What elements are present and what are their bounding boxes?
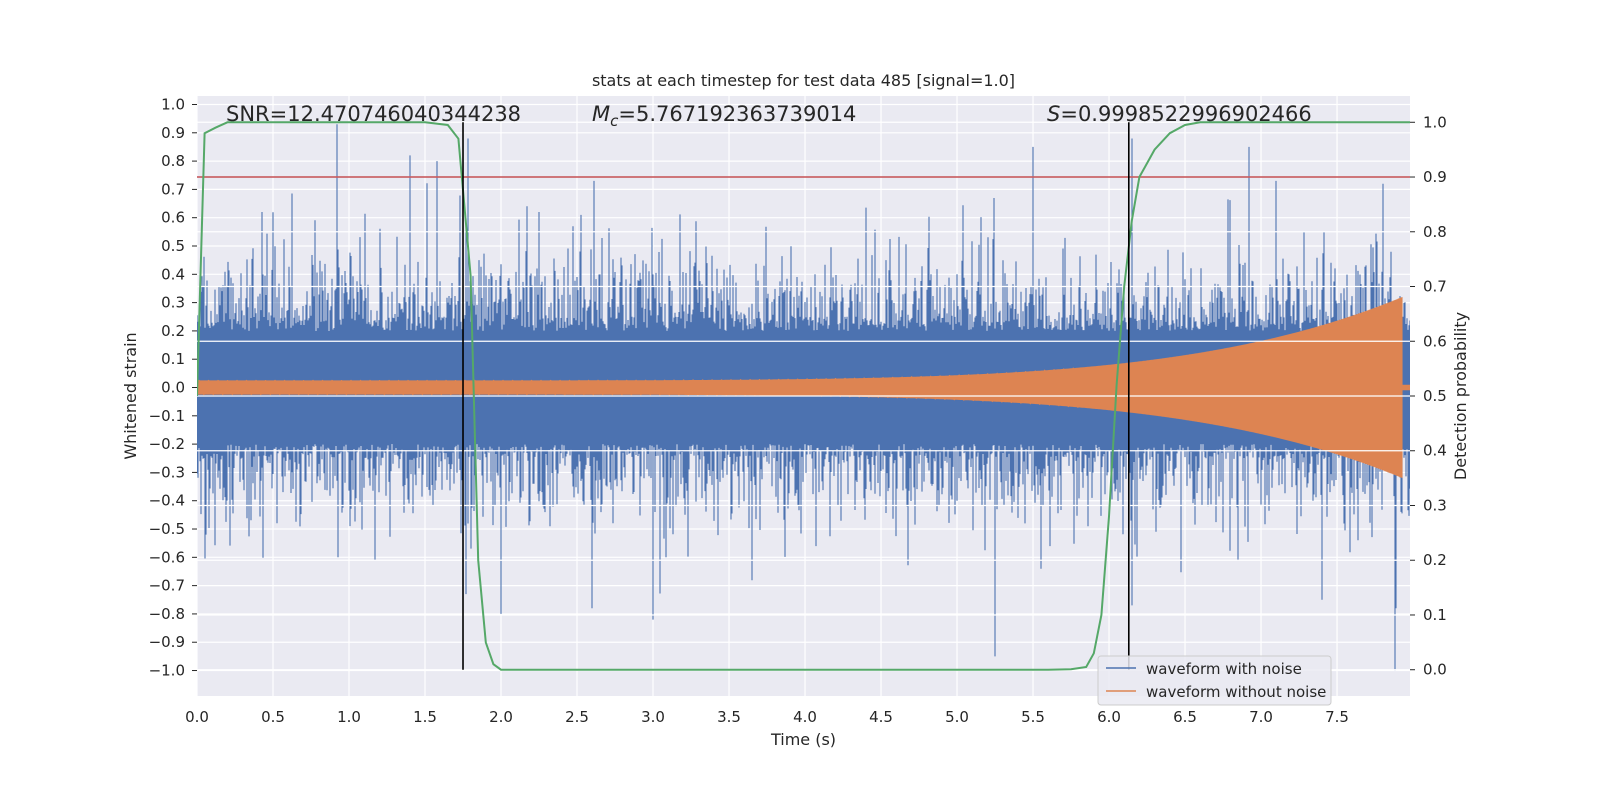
legend: waveform with noise waveform without noi…: [1097, 655, 1332, 706]
chirp-mass-symbol: M: [592, 102, 610, 126]
x-axis-label: Time (s): [770, 730, 836, 749]
y-tick-label: 0.9: [161, 124, 185, 142]
x-tick-label: 6.0: [1097, 708, 1121, 726]
y2-tick-label: 0.8: [1423, 223, 1447, 241]
x-tick-label: 7.0: [1249, 708, 1273, 726]
y-tick-label: −0.6: [149, 548, 185, 566]
overlay-layer: [197, 121, 1410, 671]
y-tick-label: −0.3: [149, 463, 185, 481]
series-waveform-without-noise: [197, 297, 1410, 478]
chart-title: stats at each timestep for test data 485…: [592, 71, 1015, 90]
y2-tick-label: 0.2: [1423, 551, 1447, 569]
y-axis-left-ticks: 1.0 0.9 0.8 0.7 0.6 0.5 0.4 0.3 0.2 0.1 0.0 −0.1 −0.…: [149, 95, 197, 680]
y-tick-label: 0.7: [161, 180, 185, 198]
y2-tick-label: 0.3: [1423, 496, 1447, 514]
statistic-symbol: S: [1047, 102, 1060, 126]
x-tick-label: 3.0: [641, 708, 665, 726]
y-axis-right-ticks: 1.0 0.9 0.8 0.7 0.6 0.5 0.4 0.3 0.2 0.1 0.0: [1410, 113, 1447, 679]
y-tick-label: −0.5: [149, 520, 185, 538]
y-tick-label: −0.8: [149, 605, 185, 623]
y-tick-label: −0.2: [149, 435, 185, 453]
y2-tick-label: 0.4: [1423, 442, 1447, 460]
y2-tick-label: 0.1: [1423, 606, 1447, 624]
x-tick-label: 7.5: [1325, 708, 1349, 726]
vertical-markers: [462, 122, 1130, 670]
chirp-mass-subscript: c: [610, 112, 619, 130]
x-tick-label: 1.5: [413, 708, 437, 726]
series-detection-probability: [197, 121, 1410, 671]
legend-label-waveform-without-noise: waveform without noise: [1146, 683, 1326, 701]
y-tick-label: −1.0: [149, 662, 185, 680]
y-tick-label: 0.0: [161, 379, 185, 397]
x-tick-label: 2.0: [489, 708, 513, 726]
x-tick-label: 0.0: [185, 708, 209, 726]
y-tick-label: 0.2: [161, 322, 185, 340]
y-tick-label: 0.1: [161, 350, 185, 368]
y2-tick-label: 0.5: [1423, 387, 1447, 405]
x-tick-label: 4.5: [869, 708, 893, 726]
y-tick-label: 0.5: [161, 237, 185, 255]
y2-tick-label: 0.6: [1423, 332, 1447, 350]
y-tick-label: 1.0: [161, 95, 185, 113]
chirp-mass-value: =5.767192363739014: [618, 102, 856, 126]
legend-label-waveform-with-noise: waveform with noise: [1146, 660, 1302, 678]
x-tick-label: 3.5: [717, 708, 741, 726]
y-tick-label: 0.4: [161, 265, 185, 283]
annotation-chirp-mass: Mc=5.767192363739014: [592, 102, 856, 130]
x-tick-label: 0.5: [261, 708, 285, 726]
y-tick-label: 0.6: [161, 209, 185, 227]
x-tick-label: 5.0: [945, 708, 969, 726]
statistic-value: =0.9998522996902466: [1060, 102, 1311, 126]
annotation-statistic: S=0.9998522996902466: [1047, 102, 1312, 126]
y-axis-right-label: Detection probability: [1451, 312, 1470, 480]
x-axis-ticks: 0.0 0.5 1.0 1.5 2.0 2.5 3.0 3.5 4.0 4.5 5.0 5.5 6.0 6…: [185, 708, 1349, 726]
y-tick-label: −0.4: [149, 492, 185, 510]
y-tick-label: 0.8: [161, 152, 185, 170]
y-tick-label: 0.3: [161, 294, 185, 312]
y2-tick-label: 0.0: [1423, 661, 1447, 679]
y-tick-label: −0.1: [149, 407, 185, 425]
y2-tick-label: 1.0: [1423, 113, 1447, 131]
y-axis-left-label: Whitened strain: [121, 332, 140, 459]
y-tick-label: −0.7: [149, 577, 185, 595]
x-tick-label: 6.5: [1173, 708, 1197, 726]
x-tick-label: 4.0: [793, 708, 817, 726]
series-layer: [197, 124, 1410, 671]
legend-frame: [1097, 655, 1332, 706]
y2-tick-label: 0.9: [1423, 168, 1447, 186]
annotation-snr: SNR=12.470746040344238: [226, 102, 521, 126]
x-tick-label: 1.0: [337, 708, 361, 726]
y-tick-label: −0.9: [149, 633, 185, 651]
x-tick-label: 2.5: [565, 708, 589, 726]
x-tick-label: 5.5: [1021, 708, 1045, 726]
y2-tick-label: 0.7: [1423, 278, 1447, 296]
